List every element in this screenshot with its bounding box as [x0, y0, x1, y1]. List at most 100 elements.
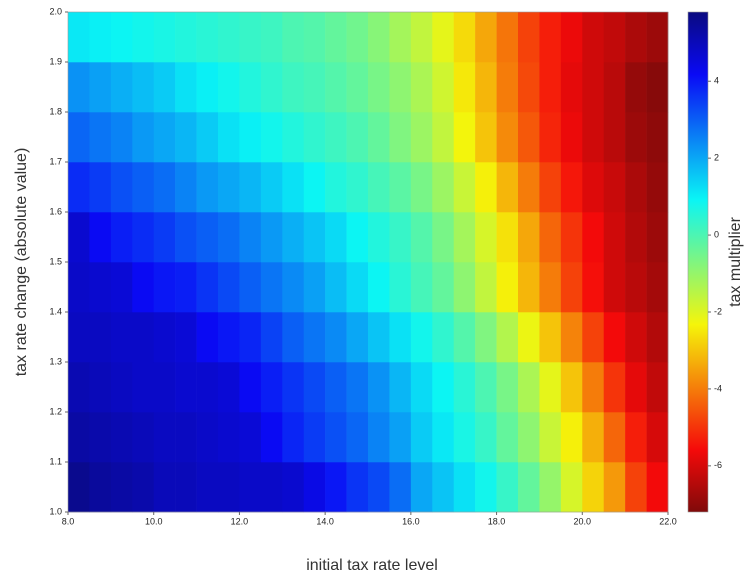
heatmap-cell	[239, 162, 262, 213]
heatmap-cell	[325, 212, 347, 263]
heatmap-cell	[453, 312, 476, 363]
heatmap-cell	[625, 462, 647, 513]
heatmap-cell	[68, 212, 90, 263]
heatmap-cell	[646, 212, 669, 263]
heatmap-cell	[325, 312, 347, 363]
heatmap-cell	[453, 162, 476, 213]
heatmap-cell	[303, 212, 326, 263]
heatmap-cell	[560, 462, 583, 513]
heatmap-cell	[132, 262, 155, 313]
heatmap-cell	[410, 412, 433, 463]
heatmap-cell	[132, 312, 155, 363]
x-tick-label: 18.0	[488, 516, 506, 526]
heatmap-cell	[89, 112, 112, 163]
heatmap-cell	[518, 112, 540, 163]
heatmap-cell	[539, 412, 562, 463]
heatmap-cell	[389, 62, 412, 113]
heatmap-cell	[625, 312, 647, 363]
heatmap-cell	[303, 162, 326, 213]
colorbar-tick-label: -6	[714, 460, 722, 470]
heatmap-cell	[625, 362, 647, 413]
heatmap-cell	[282, 462, 305, 513]
heatmap-cell	[68, 62, 90, 113]
heatmap-cell	[560, 62, 583, 113]
heatmap-cell	[89, 462, 112, 513]
heatmap-cell	[539, 62, 562, 113]
colorbar-tick-label: 4	[714, 76, 719, 86]
heatmap-cell	[260, 412, 283, 463]
heatmap-cell	[218, 12, 240, 63]
heatmap-cell	[368, 112, 390, 163]
heatmap-cell	[110, 212, 133, 263]
x-tick-label: 12.0	[231, 516, 249, 526]
heatmap-cell	[603, 212, 626, 263]
colorbar-label: tax multiplier	[727, 216, 744, 306]
heatmap-cell	[518, 262, 540, 313]
heatmap-cell	[389, 362, 412, 413]
heatmap-cell	[282, 12, 305, 63]
heatmap-cell	[282, 212, 305, 263]
heatmap-cell	[539, 312, 562, 363]
heatmap-cell	[475, 112, 497, 163]
heatmap-cell	[175, 462, 197, 513]
heatmap-cell	[539, 362, 562, 413]
y-tick-label: 1.8	[49, 106, 62, 116]
heatmap-cell	[239, 312, 262, 363]
heatmap-cell	[346, 112, 369, 163]
heatmap-cell	[625, 412, 647, 463]
heatmap-cell	[453, 262, 476, 313]
heatmap-cell	[196, 462, 219, 513]
y-tick-label: 1.3	[49, 356, 62, 366]
y-tick-label: 2.0	[49, 6, 62, 16]
heatmap-cell	[368, 362, 390, 413]
heatmap-cell	[196, 162, 219, 213]
heatmap-cell	[410, 12, 433, 63]
heatmap-cell	[89, 362, 112, 413]
heatmap-cell	[389, 462, 412, 513]
heatmap-cell	[646, 62, 669, 113]
colorbar-tick-label: -2	[714, 306, 722, 316]
heatmap-cell	[346, 462, 369, 513]
heatmap-cell	[260, 62, 283, 113]
heatmap-cell	[68, 112, 90, 163]
heatmap-cell	[453, 212, 476, 263]
heatmap-cell	[303, 412, 326, 463]
x-tick-label: 10.0	[145, 516, 163, 526]
heatmap-cell	[196, 362, 219, 413]
heatmap-cell	[389, 112, 412, 163]
heatmap-cell	[518, 412, 540, 463]
heatmap-cell	[646, 312, 669, 363]
heatmap-cell	[346, 162, 369, 213]
heatmap-cell	[153, 112, 176, 163]
heatmap-cell	[346, 412, 369, 463]
heatmap-cell	[260, 162, 283, 213]
heatmap-cell	[239, 412, 262, 463]
heatmap-cell	[196, 312, 219, 363]
heatmap-cell	[282, 162, 305, 213]
heatmap-cell	[239, 362, 262, 413]
heatmap-cell	[582, 162, 605, 213]
heatmap-cell	[496, 212, 519, 263]
heatmap-cell	[518, 212, 540, 263]
heatmap-cell	[432, 462, 455, 513]
heatmap-cell	[410, 62, 433, 113]
heatmap-cell	[196, 212, 219, 263]
heatmap-cell	[603, 362, 626, 413]
heatmap-cell	[132, 12, 155, 63]
heatmap-cell	[603, 412, 626, 463]
heatmap-cell	[453, 412, 476, 463]
heatmap-cell	[475, 412, 497, 463]
heatmap-cell	[175, 112, 197, 163]
heatmap-cell	[475, 162, 497, 213]
heatmap-cell	[603, 312, 626, 363]
heatmap-cell	[432, 362, 455, 413]
heatmap-cell	[110, 12, 133, 63]
x-axis-label: initial tax rate level	[306, 557, 438, 574]
heatmap-cell	[410, 112, 433, 163]
heatmap-cell	[582, 262, 605, 313]
heatmap-cell	[260, 262, 283, 313]
heatmap-cell	[518, 62, 540, 113]
heatmap-cell	[560, 312, 583, 363]
heatmap-cell	[603, 62, 626, 113]
